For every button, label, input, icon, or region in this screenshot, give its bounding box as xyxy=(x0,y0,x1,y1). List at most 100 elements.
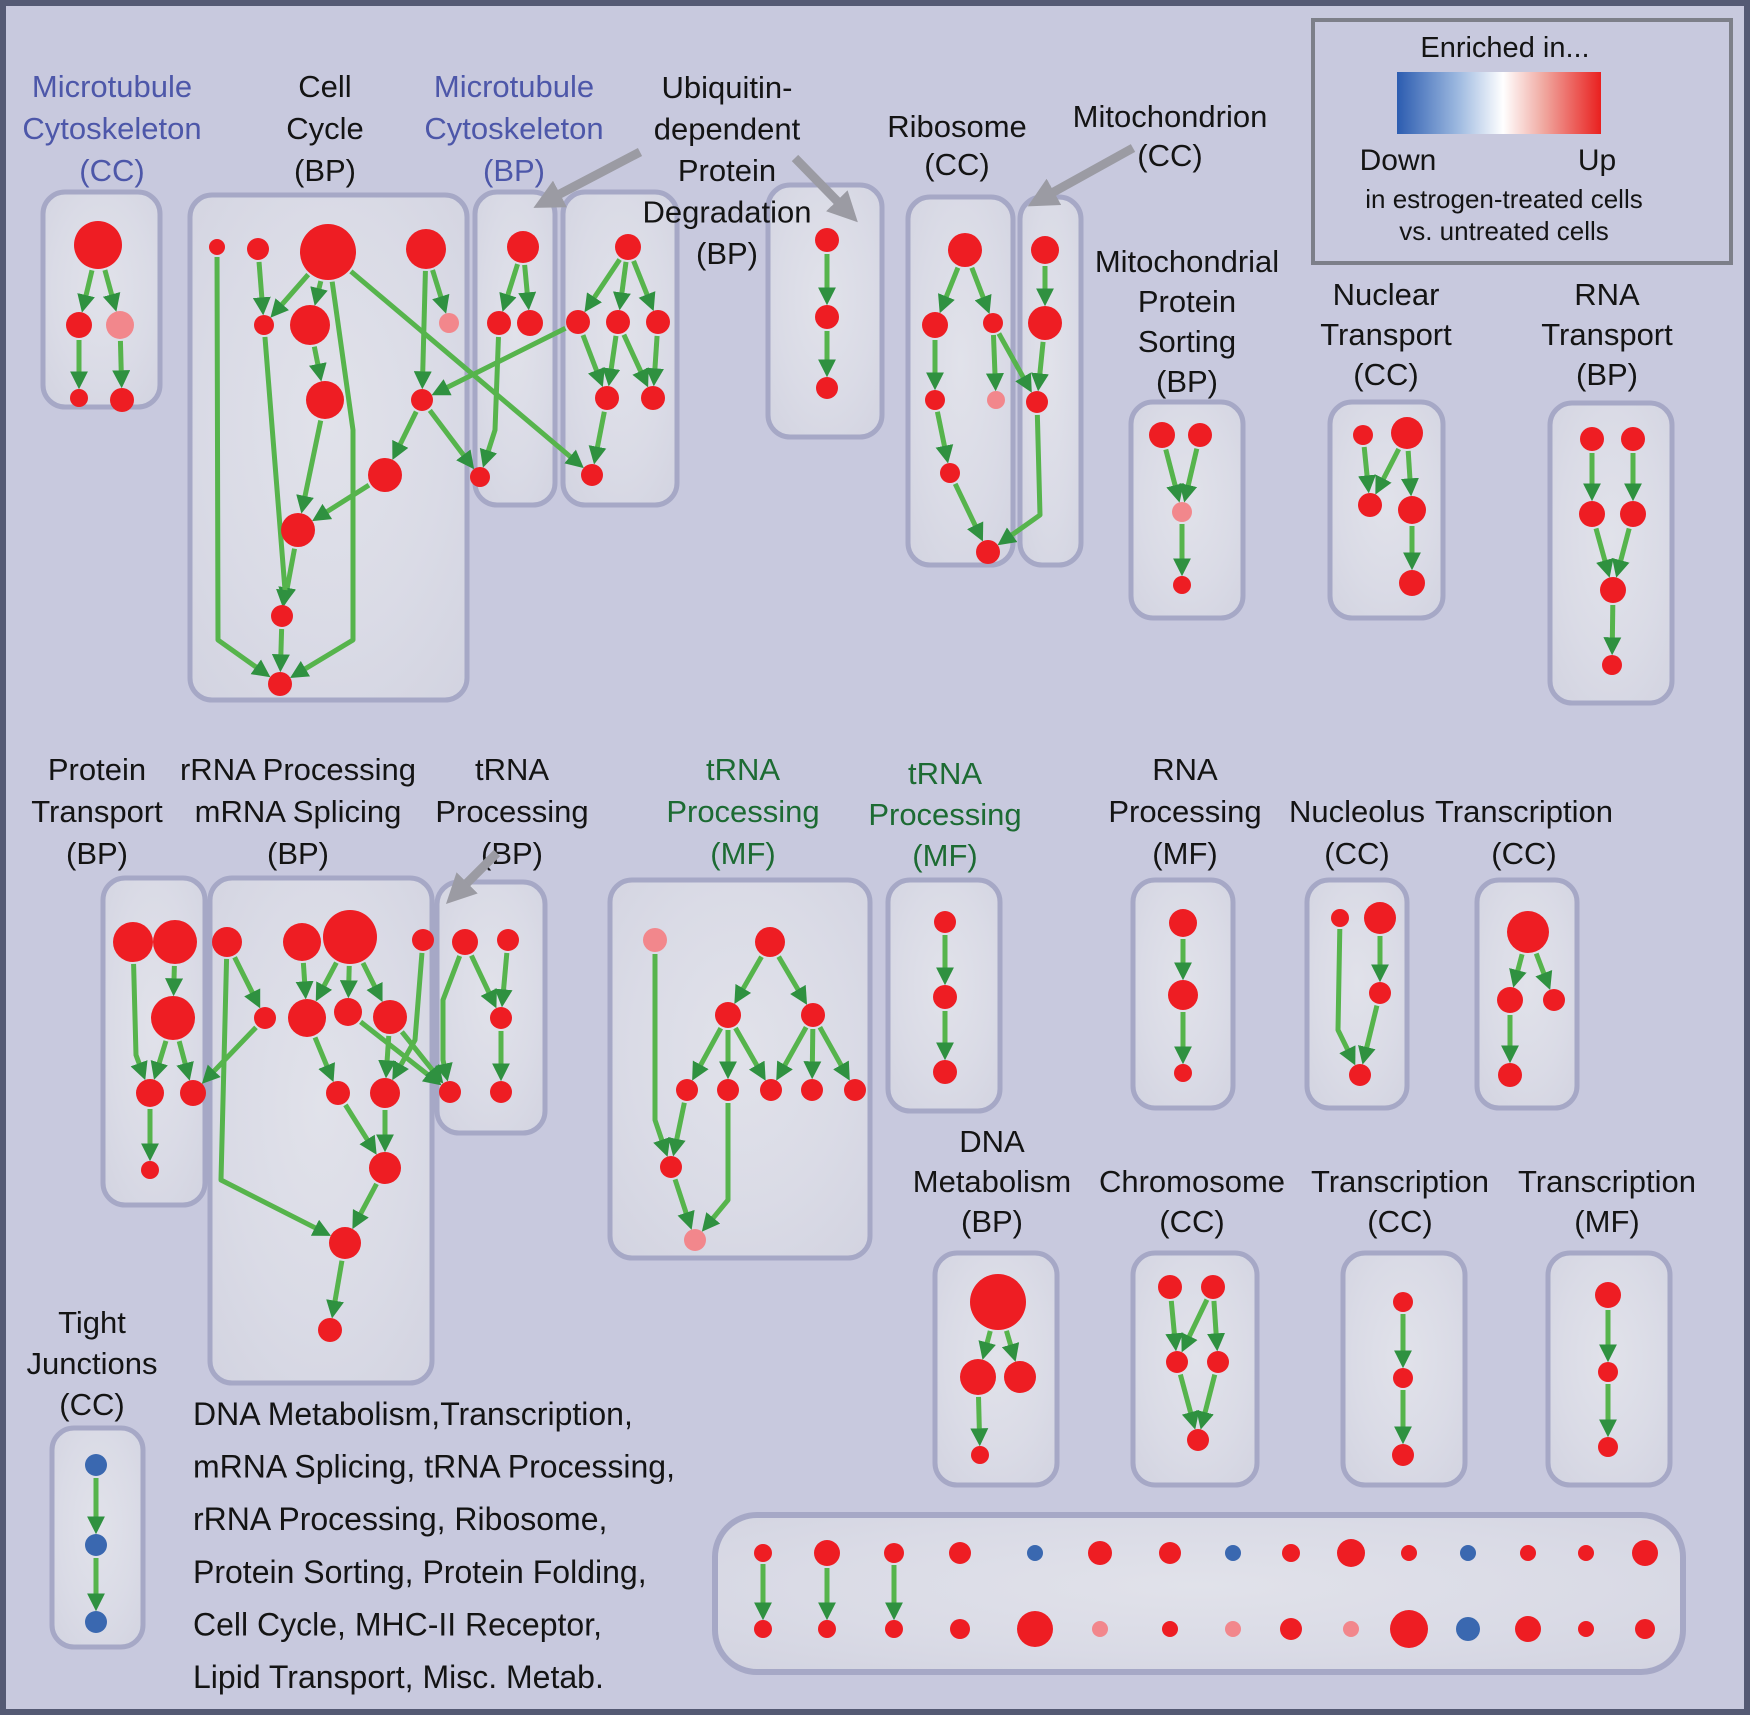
cluster-label-protein-transport: Protein xyxy=(48,752,146,787)
go-term-node xyxy=(209,239,225,255)
edge-arrow xyxy=(290,281,356,678)
edge-arrow xyxy=(997,414,1043,546)
edge-arrow xyxy=(970,1396,989,1447)
go-term-node xyxy=(643,928,667,952)
cluster-label-rna-transport: (BP) xyxy=(1576,357,1638,392)
cluster-label-protein-transport: Transport xyxy=(31,794,163,829)
go-term-node xyxy=(1017,1611,1053,1647)
edge-arrow xyxy=(934,411,954,464)
cluster-label-microtubule-cc: Cytoskeleton xyxy=(22,111,201,146)
go-term-node xyxy=(1391,417,1423,449)
go-term-node xyxy=(254,315,274,335)
go-term-node xyxy=(595,386,619,410)
cluster-label-tight-junctions: Tight xyxy=(58,1305,126,1340)
cluster-label-tight-junctions: (CC) xyxy=(59,1387,124,1422)
go-term-node xyxy=(373,1000,407,1034)
go-term-node xyxy=(1088,1541,1112,1565)
go-term-node xyxy=(814,1540,840,1566)
go-term-node xyxy=(1358,493,1382,517)
go-term-node xyxy=(1187,1429,1209,1451)
edge-arrow xyxy=(602,335,621,387)
go-term-node xyxy=(606,310,630,334)
cluster-label-rna-processing-mf: (MF) xyxy=(1152,836,1217,871)
go-term-node xyxy=(933,985,957,1009)
misc-categories-box xyxy=(712,1512,1686,1675)
cluster-label-transcription-cc-r3: Transcription xyxy=(1311,1164,1489,1199)
edge-arrow xyxy=(252,261,271,316)
go-term-node xyxy=(1353,425,1373,445)
edge-arrow xyxy=(431,326,567,396)
cluster-label-ribosome: Ribosome xyxy=(887,109,1027,144)
edge-arrow xyxy=(130,963,148,1081)
edge-arrow xyxy=(776,1025,809,1081)
go-term-node xyxy=(141,1161,159,1179)
edge-arrow xyxy=(430,269,450,314)
go-term-node xyxy=(406,229,446,269)
cluster-label-rna-processing-mf: RNA xyxy=(1152,752,1218,787)
edge-arrow xyxy=(214,256,271,678)
label-pointer-arrow xyxy=(1027,144,1136,207)
edge-arrow xyxy=(262,336,294,608)
edge-arrow xyxy=(978,1330,996,1360)
go-term-node xyxy=(646,310,670,334)
edge-arrow xyxy=(102,269,121,312)
edge-arrow xyxy=(969,266,992,314)
cluster-label-dna-metabolism: Metabolism xyxy=(913,1164,1072,1199)
go-term-node xyxy=(113,922,153,962)
edge-arrow xyxy=(1165,1300,1184,1352)
edge-arrow xyxy=(1509,953,1527,988)
cluster-label-rrna-mrna: mRNA Splicing xyxy=(195,794,402,829)
edge-arrow xyxy=(1001,1330,1020,1362)
cluster-box-ribosome xyxy=(905,194,1016,568)
edge-arrow xyxy=(938,266,961,314)
cluster-label-mito-sorting: Mitochondrial xyxy=(1095,244,1279,279)
go-term-node xyxy=(487,311,511,335)
go-term-node xyxy=(1173,576,1191,594)
go-term-node xyxy=(1579,501,1605,527)
cluster-label-transcription-cc-r2: (CC) xyxy=(1491,836,1556,871)
cluster-label-mitochondrion: (CC) xyxy=(1137,138,1202,173)
edge-arrow xyxy=(326,1260,345,1319)
go-term-node xyxy=(212,927,242,957)
cluster-box-chromosome xyxy=(1130,1250,1260,1488)
go-term-node xyxy=(1149,422,1175,448)
go-term-node xyxy=(1401,1545,1417,1561)
go-term-node xyxy=(1343,1621,1359,1637)
go-term-node xyxy=(1282,1544,1300,1562)
go-term-node xyxy=(271,605,293,627)
go-term-node xyxy=(925,390,945,410)
go-term-node xyxy=(1225,1545,1241,1561)
cluster-label-ubiquitin-cluster: (BP) xyxy=(696,236,758,271)
go-term-node xyxy=(507,231,539,263)
go-term-node xyxy=(1393,1368,1413,1388)
go-term-node xyxy=(300,224,356,280)
go-term-node xyxy=(283,923,321,961)
edge-arrow xyxy=(588,411,607,465)
cluster-label-ubiquitin-cluster: Degradation xyxy=(643,195,812,230)
label-pointer-arrow xyxy=(445,849,501,905)
go-term-node xyxy=(1392,1444,1414,1466)
cluster-label-rna-transport: RNA xyxy=(1574,277,1640,312)
edge-arrow xyxy=(270,272,311,318)
cluster-label-dna-metabolism: DNA xyxy=(959,1124,1025,1159)
cluster-label-ribosome: (CC) xyxy=(924,147,989,182)
edge-arrow xyxy=(271,628,290,673)
edge-arrow xyxy=(278,548,297,606)
go-term-node xyxy=(1632,1540,1658,1566)
go-term-node xyxy=(1028,306,1062,340)
go-term-node xyxy=(1092,1621,1108,1637)
cluster-label-rna-processing-mf: Processing xyxy=(1108,794,1261,829)
legend-up-label: Up xyxy=(1578,144,1616,177)
go-term-node xyxy=(1225,1621,1241,1637)
go-term-node xyxy=(268,672,292,696)
go-term-node xyxy=(1620,501,1646,527)
edge-arrow xyxy=(176,1040,194,1081)
go-term-node xyxy=(1580,427,1604,451)
go-term-node xyxy=(1398,496,1426,524)
go-term-node xyxy=(1598,1437,1618,1457)
edge-arrow xyxy=(201,1025,258,1084)
go-term-node xyxy=(970,1274,1026,1330)
go-term-node xyxy=(318,1318,342,1342)
go-term-node xyxy=(754,1620,772,1638)
misc-text-line: Lipid Transport, Misc. Metab. xyxy=(193,1659,604,1695)
